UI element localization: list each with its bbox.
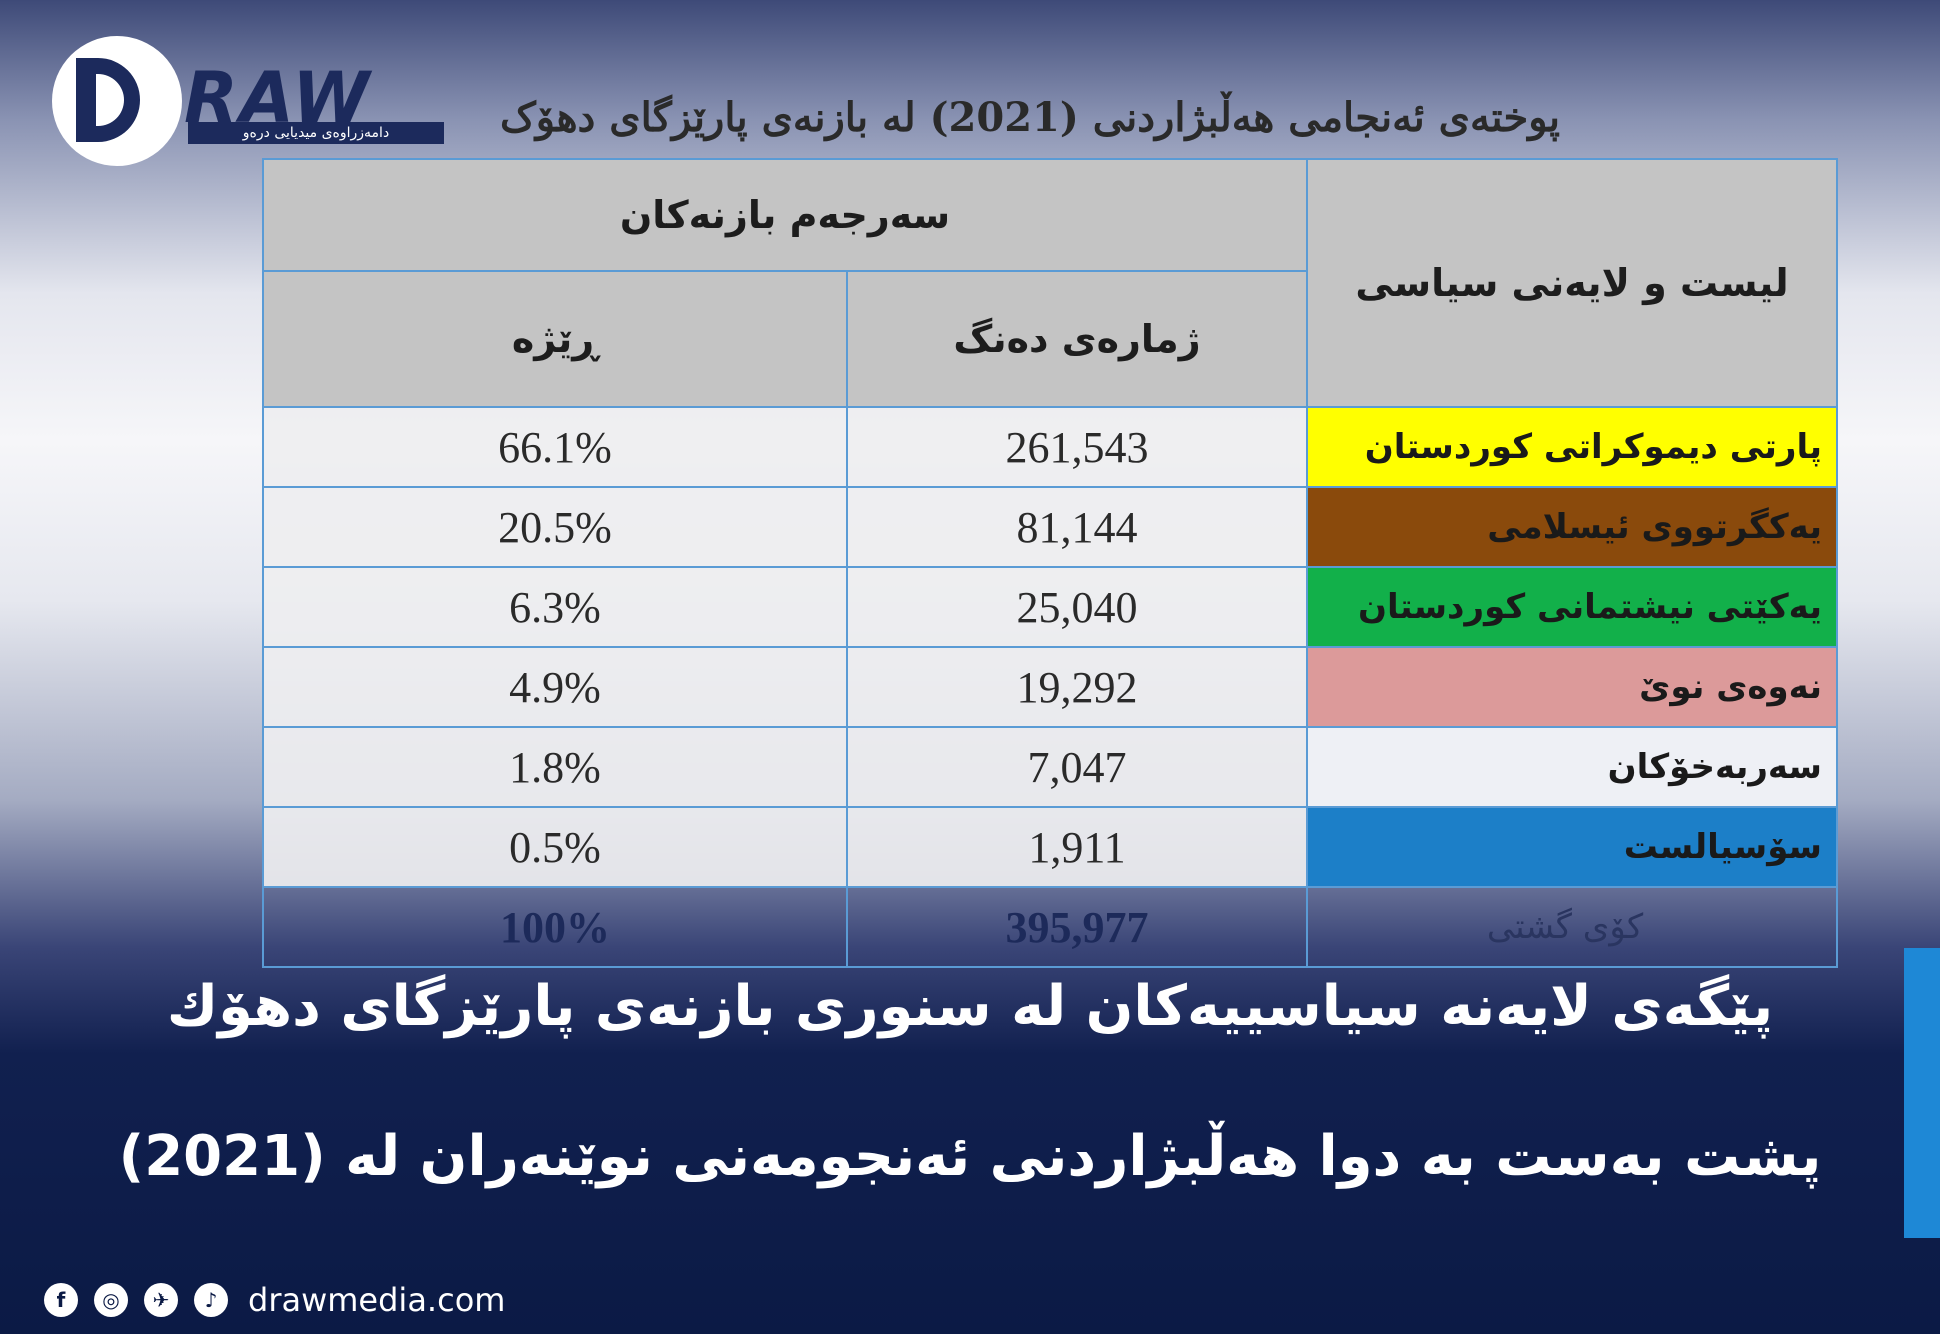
header-party: لیست و لایەنی سیاسی (1306, 158, 1838, 408)
table-row: 4.9% 19,292 نەوەی نوێ (262, 646, 1838, 728)
headline-line-2: پشت بەست بە دوا هەڵبژاردنی ئەنجومەنی نوێ… (118, 1124, 1822, 1189)
results-table: سەرجەم بازنەکان لیست و لایەنی سیاسی ڕێژە… (262, 158, 1838, 968)
percent-cell: 0.5% (262, 806, 848, 888)
twitter-icon[interactable]: ✈ (144, 1283, 178, 1317)
footer: f ◎ ✈ ♪ drawmedia.com (44, 1280, 505, 1320)
percent-cell: 6.3% (262, 566, 848, 648)
instagram-icon[interactable]: ◎ (94, 1283, 128, 1317)
percent-cell: 1.8% (262, 726, 848, 808)
votes-cell: 19,292 (846, 646, 1308, 728)
party-cell: سۆسیالست (1306, 806, 1838, 888)
table-row: 0.5% 1,911 سۆسیالست (262, 806, 1838, 888)
party-cell: یەکێتی نیشتمانی کوردستان (1306, 566, 1838, 648)
votes-cell: 261,543 (846, 406, 1308, 488)
table-row: 6.3% 25,040 یەکێتی نیشتمانی کوردستان (262, 566, 1838, 648)
party-cell: سەربەخۆکان (1306, 726, 1838, 808)
total-row: 100% 395,977 کۆی گشتی (262, 886, 1838, 968)
header-group: سەرجەم بازنەکان (262, 158, 1308, 272)
total-label: کۆی گشتی (1306, 886, 1838, 968)
facebook-icon[interactable]: f (44, 1283, 78, 1317)
table-row: 20.5% 81,144 یەکگرتووی ئیسلامی (262, 486, 1838, 568)
votes-cell: 7,047 (846, 726, 1308, 808)
headline-line-1: پێگەی لایەنە سیاسییەکان لە سنوری بازنەی … (166, 974, 1774, 1039)
total-percent: 100% (262, 886, 848, 968)
accent-bar (1904, 948, 1940, 1238)
votes-cell: 25,040 (846, 566, 1308, 648)
website-link[interactable]: drawmedia.com (248, 1281, 506, 1319)
votes-cell: 1,911 (846, 806, 1308, 888)
votes-cell: 81,144 (846, 486, 1308, 568)
header-percent: ڕێژە (262, 270, 848, 408)
table-row: 66.1% 261,543 پارتی دیموکراتی کوردستان (262, 406, 1838, 488)
percent-cell: 4.9% (262, 646, 848, 728)
party-cell: یەکگرتووی ئیسلامی (1306, 486, 1838, 568)
total-votes: 395,977 (846, 886, 1308, 968)
header-votes: ژمارەی دەنگ (846, 270, 1308, 408)
percent-cell: 20.5% (262, 486, 848, 568)
table-title: پوختەی ئەنجامی هەڵبژاردنی (2021) لە بازن… (500, 94, 1560, 141)
draw-logo: RAW دامەزراوەی میدیایی درەو (52, 36, 444, 176)
party-cell: نەوەی نوێ (1306, 646, 1838, 728)
logo-tagline: دامەزراوەی میدیایی درەو (188, 122, 444, 144)
party-cell: پارتی دیموکراتی کوردستان (1306, 406, 1838, 488)
table-row: 1.8% 7,047 سەربەخۆکان (262, 726, 1838, 808)
logo-circle (52, 36, 182, 166)
tiktok-icon[interactable]: ♪ (194, 1283, 228, 1317)
percent-cell: 66.1% (262, 406, 848, 488)
logo-d-mark (76, 58, 140, 142)
